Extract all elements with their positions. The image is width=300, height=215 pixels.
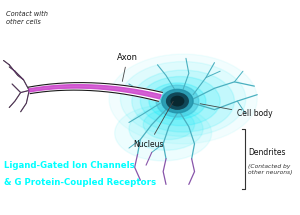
Text: Cell body: Cell body [200, 104, 273, 118]
Ellipse shape [149, 83, 206, 119]
Ellipse shape [132, 70, 234, 132]
Circle shape [156, 85, 199, 117]
Ellipse shape [115, 105, 212, 161]
Text: Dendrites: Dendrites [248, 148, 285, 157]
Ellipse shape [120, 61, 246, 136]
Ellipse shape [129, 108, 203, 150]
Polygon shape [29, 85, 161, 99]
Ellipse shape [140, 77, 220, 126]
Text: & G Protein-Coupled Receptors: & G Protein-Coupled Receptors [4, 178, 156, 187]
Circle shape [167, 93, 188, 109]
Circle shape [162, 89, 193, 113]
Text: Ligand-Gated Ion Channels: Ligand-Gated Ion Channels [4, 161, 134, 170]
Ellipse shape [143, 110, 194, 140]
Circle shape [171, 96, 184, 106]
Polygon shape [28, 83, 162, 101]
Text: (Contacted by
other neurons): (Contacted by other neurons) [248, 164, 292, 175]
Text: Axon: Axon [117, 53, 138, 81]
Ellipse shape [109, 54, 257, 144]
Text: Nucleus: Nucleus [134, 101, 173, 149]
Text: Contact with
other cells: Contact with other cells [6, 11, 48, 25]
